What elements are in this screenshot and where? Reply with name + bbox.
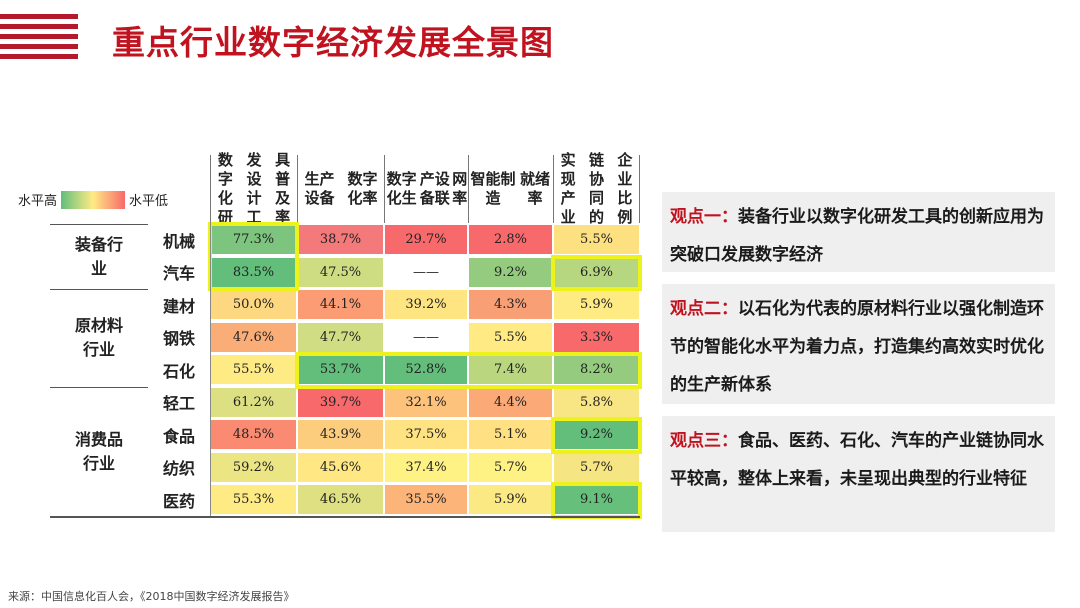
column-header: 数字化生 产设备联 网率 xyxy=(384,155,468,223)
highlight-box xyxy=(551,482,642,519)
heatmap-cell: 32.1% xyxy=(384,386,468,418)
heatmap-cell: 47.6% xyxy=(210,321,297,353)
column-header: 智能制造 就绪率 xyxy=(468,155,553,223)
heatmap-cell: 39.7% xyxy=(297,386,384,418)
heatmap-cell: 5.7% xyxy=(553,451,640,483)
heatmap-cell: 5.5% xyxy=(468,321,553,353)
heatmap-cell: 5.9% xyxy=(553,289,640,320)
heatmap-cell: 29.7% xyxy=(384,224,468,255)
heatmap-cell: 38.7% xyxy=(297,224,384,255)
industry-group-label: 消费品 行业 xyxy=(50,386,148,517)
industry-label: 食品 xyxy=(162,426,195,446)
heatmap-cell: 8.2% xyxy=(553,354,640,385)
heatmap-cell: 5.5% xyxy=(553,224,640,255)
heatmap-cell: 61.2% xyxy=(210,386,297,418)
title-decoration xyxy=(0,14,78,62)
column-header: 实现产业 链协同的 企业比例 xyxy=(553,151,640,226)
heatmap-cell: 52.8% xyxy=(384,354,468,385)
heatmap-cell: 59.2% xyxy=(210,451,297,483)
heatmap-cell: 46.5% xyxy=(297,484,384,515)
heatmap-cell: 4.4% xyxy=(468,386,553,418)
highlight-box xyxy=(551,254,642,291)
viewpoint-1: 观点一：装备行业以数字化研发工具的创新应用为突破口发展数字经济 xyxy=(662,192,1055,272)
industry-label: 钢铁 xyxy=(162,329,195,348)
legend-low-label: 水平低 xyxy=(129,194,169,209)
highlight-box xyxy=(208,222,299,291)
page-title: 重点行业数字经济发展全景图 xyxy=(112,23,554,62)
heatmap-cell: 2.8% xyxy=(468,224,553,255)
viewpoint-2-head: 观点二： xyxy=(670,299,738,319)
industry-label: 医药 xyxy=(162,491,195,511)
heatmap-cell: 5.1% xyxy=(468,419,553,450)
industry-label: 汽车 xyxy=(162,264,195,283)
legend-high-label: 水平高 xyxy=(18,194,58,209)
heatmap-cell: 50.0% xyxy=(210,289,297,320)
heatmap-cell: 37.4% xyxy=(384,451,468,483)
industry-label: 建材 xyxy=(162,296,195,316)
heatmap-cell: 39.2% xyxy=(384,289,468,320)
column-header: 生产设备 数字化率 xyxy=(297,155,384,223)
heatmap-cell: 5.8% xyxy=(553,386,640,418)
heatmap-cell: 9.2% xyxy=(468,256,553,288)
industry-label: 机械 xyxy=(162,231,195,251)
heatmap-cell: 48.5% xyxy=(210,419,297,450)
industry-group-label: 原材料 行业 xyxy=(50,289,148,387)
viewpoint-2: 观点二：以石化为代表的原材料行业以强化制造环节的智能化水平为着力点，打造集约高效… xyxy=(662,284,1055,404)
highlight-box xyxy=(295,352,642,389)
heatmap-cell: —— xyxy=(384,321,468,353)
heatmap-cell: —— xyxy=(384,256,468,288)
viewpoint-3-head: 观点三： xyxy=(670,431,738,451)
industry-label: 纺织 xyxy=(162,459,195,478)
viewpoint-2-body: 以石化为代表的原材料行业以强化制造环节的智能化水平为着力点，打造集约高效实时优化… xyxy=(670,299,1044,395)
column-header: 数字化研 发设计工 具普及率 xyxy=(210,151,297,226)
heatmap-cell: 55.3% xyxy=(210,484,297,515)
heatmap-cell: 47.5% xyxy=(297,256,384,288)
heatmap-cell: 35.5% xyxy=(384,484,468,515)
heatmap-cell: 5.9% xyxy=(468,484,553,515)
heatmap-cell: 37.5% xyxy=(384,419,468,450)
industry-group-label: 装备行业 xyxy=(50,224,148,289)
table-divider xyxy=(210,222,211,516)
heatmap-cell: 43.9% xyxy=(297,419,384,450)
viewpoint-3-body: 食品、医药、石化、汽车的产业链协同水平较高，整体上来看，未呈现出典型的行业特征 xyxy=(670,431,1044,489)
table-bottom-rule xyxy=(50,516,640,518)
industry-label: 轻工 xyxy=(162,394,195,413)
heatmap-cell: 3.3% xyxy=(553,321,640,353)
highlight-box xyxy=(551,417,642,454)
heatmap-cell: 45.6% xyxy=(297,451,384,483)
viewpoint-1-body: 装备行业以数字化研发工具的创新应用为突破口发展数字经济 xyxy=(670,207,1044,265)
heatmap-cell: 44.1% xyxy=(297,289,384,320)
industry-label: 石化 xyxy=(162,361,195,381)
viewpoint-1-head: 观点一： xyxy=(670,207,738,227)
heatmap-cell: 55.5% xyxy=(210,354,297,385)
legend-gradient xyxy=(61,190,126,209)
viewpoint-3: 观点三：食品、医药、石化、汽车的产业链协同水平较高，整体上来看，未呈现出典型的行… xyxy=(662,416,1055,532)
heatmap-cell: 5.7% xyxy=(468,451,553,483)
source-note: 来源：中国信息化百人会，《2018中国数字经济发展报告》 xyxy=(8,590,295,603)
heatmap-cell: 47.7% xyxy=(297,321,384,353)
color-legend: 水平高 水平低 xyxy=(18,190,168,209)
heatmap-cell: 77.3% xyxy=(210,224,297,255)
heatmap-cell: 4.3% xyxy=(468,289,553,320)
